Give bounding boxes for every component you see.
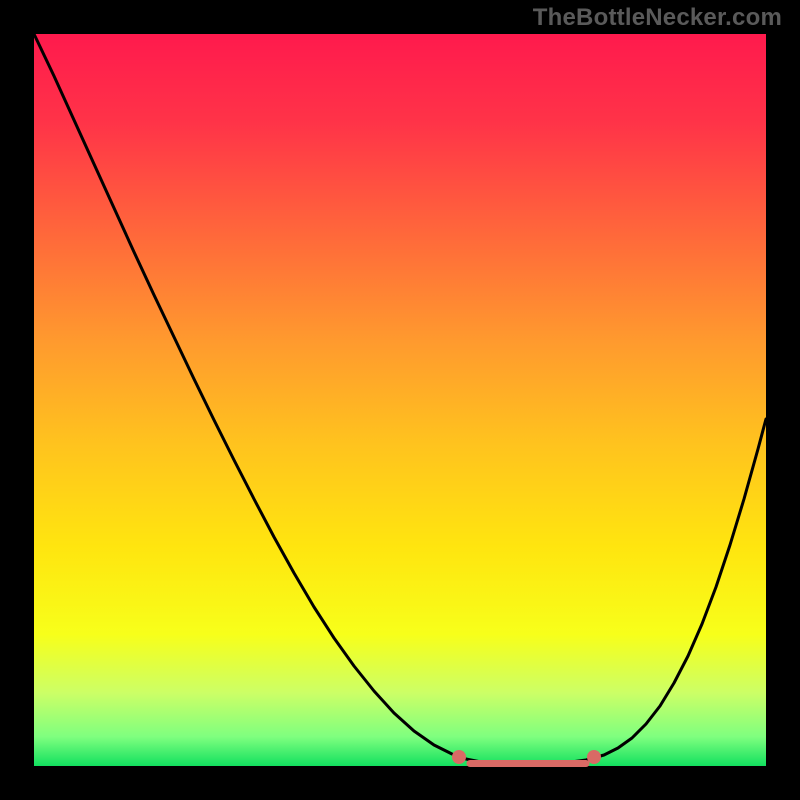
chart-frame: TheBottleNecker.com xyxy=(0,0,800,800)
trough-dot-left xyxy=(452,750,466,764)
bottleneck-curve xyxy=(34,34,766,764)
curve-layer xyxy=(34,34,766,766)
watermark-text: TheBottleNecker.com xyxy=(533,4,782,32)
plot-area xyxy=(34,34,766,766)
trough-dot-right xyxy=(587,750,601,764)
